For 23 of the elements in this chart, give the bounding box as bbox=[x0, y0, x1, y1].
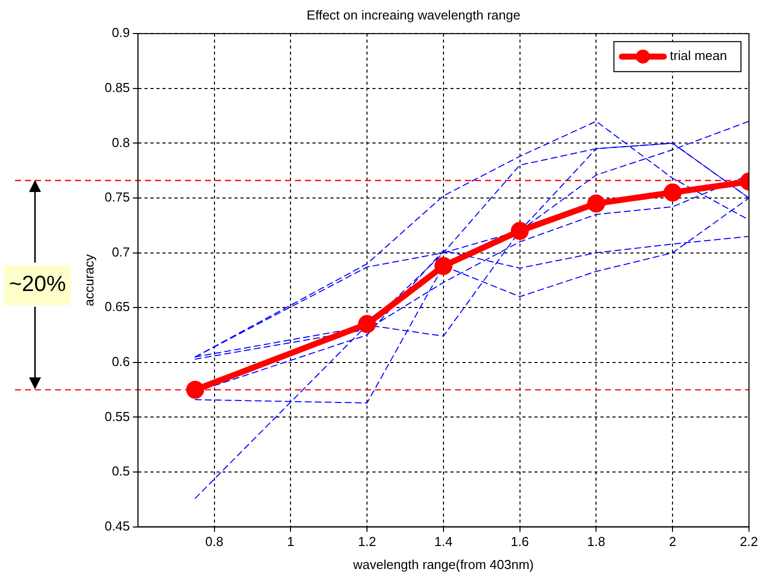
y-tick-label: 0.8 bbox=[112, 134, 130, 150]
y-tick-label: 0.55 bbox=[104, 408, 130, 424]
x-tick-label: 1.8 bbox=[587, 534, 606, 550]
y-tick-label: 0.45 bbox=[104, 518, 130, 534]
y-tick-label: 0.6 bbox=[112, 354, 130, 369]
x-tick-label: 1.4 bbox=[434, 534, 452, 550]
y-tick-label: 0.5 bbox=[112, 464, 130, 479]
x-tick-label: 2.2 bbox=[740, 534, 758, 550]
x-tick-label: 1 bbox=[287, 534, 294, 550]
y-axis-title: accuracy bbox=[81, 254, 96, 306]
y-tick-label: 0.9 bbox=[112, 25, 130, 40]
x-axis-title: wavelength range(from 403nm) bbox=[352, 556, 534, 572]
y-tick-label: 0.75 bbox=[104, 190, 130, 205]
x-tick-label: 2 bbox=[668, 534, 676, 550]
x-tick-label: 1.2 bbox=[358, 534, 376, 550]
y-tick-label: 0.65 bbox=[104, 299, 130, 314]
y-tick-label: 0.7 bbox=[112, 244, 130, 260]
chart-title: Effect on increaing wavelength range bbox=[306, 7, 520, 22]
legend-label: trial mean bbox=[670, 48, 727, 64]
y-tick-label: 0.85 bbox=[104, 80, 130, 95]
text: ~20% bbox=[9, 271, 66, 296]
x-tick-label: 1.6 bbox=[510, 534, 529, 550]
x-tick-label: 0.8 bbox=[205, 534, 224, 550]
